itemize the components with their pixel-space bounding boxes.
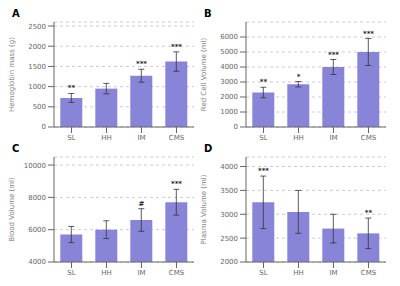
- svg-text:Red Cell Volume (ml): Red Cell Volume (ml): [200, 38, 208, 112]
- svg-text:4000: 4000: [220, 63, 238, 71]
- html-text:C: C: [12, 143, 20, 154]
- svg-text:HH: HH: [293, 134, 304, 142]
- svg-text:2000: 2000: [28, 43, 46, 51]
- svg-text:0: 0: [234, 123, 238, 131]
- svg-text:IM: IM: [137, 269, 145, 277]
- svg-text:**: **: [260, 78, 268, 86]
- html-text:D: D: [204, 143, 213, 154]
- svg-text:CMS: CMS: [169, 269, 185, 277]
- svg-text:1000: 1000: [28, 83, 46, 91]
- html-text:A: A: [12, 8, 20, 19]
- svg-text:***: ***: [328, 51, 339, 59]
- svg-text:CMS: CMS: [361, 134, 377, 142]
- svg-text:3500: 3500: [220, 187, 238, 195]
- svg-text:SL: SL: [259, 134, 267, 142]
- svg-text:2500: 2500: [28, 23, 46, 31]
- svg-text:IM: IM: [137, 134, 145, 142]
- svg-text:*: *: [297, 73, 301, 81]
- svg-text:1500: 1500: [28, 63, 46, 71]
- svg-text:Plasma Volume (ml): Plasma Volume (ml): [200, 174, 208, 244]
- svg-text:IM: IM: [329, 134, 337, 142]
- svg-text:4000: 4000: [220, 163, 238, 171]
- svg-text:***: ***: [363, 30, 374, 38]
- svg-text:**: **: [365, 209, 373, 217]
- svg-text:SL: SL: [67, 269, 75, 277]
- svg-text:HH: HH: [101, 269, 112, 277]
- svg-text:SL: SL: [67, 134, 75, 142]
- svg-text:***: ***: [136, 60, 147, 68]
- svg-text:SL: SL: [259, 269, 267, 277]
- svg-text:3000: 3000: [220, 211, 238, 219]
- svg-text:3000: 3000: [220, 78, 238, 86]
- svg-text:2500: 2500: [220, 235, 238, 243]
- svg-text:***: ***: [171, 180, 182, 188]
- svg-text:10000: 10000: [24, 162, 46, 170]
- svg-text:#: #: [139, 200, 145, 208]
- svg-text:HH: HH: [101, 134, 112, 142]
- svg-text:CMS: CMS: [361, 269, 377, 277]
- svg-text:4000: 4000: [28, 258, 46, 266]
- svg-text:**: **: [68, 84, 76, 92]
- svg-text:CMS: CMS: [169, 134, 185, 142]
- svg-text:Hemoglobin mass (g): Hemoglobin mass (g): [8, 37, 16, 112]
- svg-text:5000: 5000: [220, 48, 238, 56]
- svg-text:2000: 2000: [220, 258, 238, 266]
- svg-text:8000: 8000: [28, 194, 46, 202]
- svg-text:1000: 1000: [220, 108, 238, 116]
- svg-text:6000: 6000: [28, 226, 46, 234]
- svg-text:Blood Volume (ml): Blood Volume (ml): [8, 177, 16, 242]
- html-text:B: B: [204, 8, 212, 19]
- svg-text:IM: IM: [329, 269, 337, 277]
- svg-text:6000: 6000: [220, 33, 238, 41]
- svg-text:***: ***: [171, 43, 182, 51]
- svg-text:HH: HH: [293, 269, 304, 277]
- svg-text:500: 500: [33, 103, 46, 111]
- svg-text:***: ***: [258, 167, 269, 175]
- svg-text:2000: 2000: [220, 93, 238, 101]
- svg-text:0: 0: [42, 123, 46, 131]
